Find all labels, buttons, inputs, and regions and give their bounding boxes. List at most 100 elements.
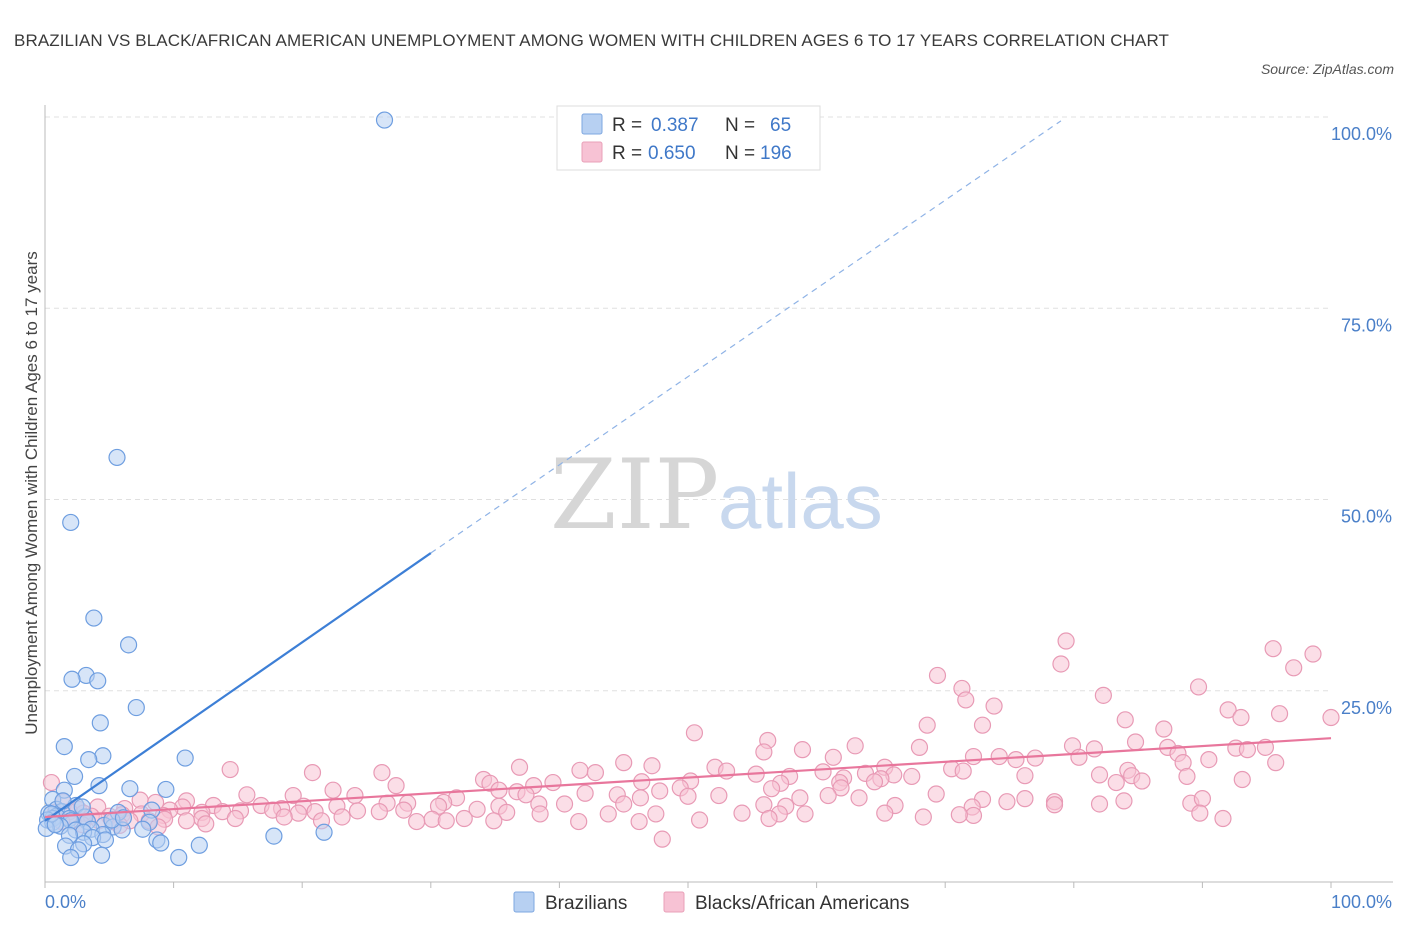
brazilians-point-13: [176, 749, 194, 767]
y-tick-label-3: 100.0%: [1331, 124, 1392, 144]
blacks-point-69: [544, 773, 562, 792]
blacks-point-23: [910, 738, 929, 756]
x-tick-label-0: 0.0%: [45, 892, 86, 912]
blacks-point-107: [346, 786, 364, 805]
brazilians-point-57: [265, 827, 283, 845]
blacks-point-104: [998, 793, 1016, 811]
blacks-point-31: [755, 743, 773, 761]
legend-n-value-1: 65: [770, 115, 791, 136]
x-tick-label-1: 100.0%: [1331, 892, 1392, 912]
blacks-point-22: [846, 737, 864, 755]
blacks-point-60: [865, 773, 884, 791]
blacks-point-42: [1267, 754, 1285, 772]
blacks-point-193: [1214, 809, 1232, 828]
blacks-point-168: [333, 808, 351, 826]
y-tick-label-0: 25.0%: [1341, 698, 1392, 718]
legend-n-value-2: 196: [760, 143, 792, 164]
blacks-point-47: [510, 758, 529, 776]
blacks-point-33: [824, 748, 842, 766]
brazilians-point-40: [134, 820, 152, 838]
blacks-point-100: [1115, 792, 1133, 810]
blacks-point-156: [468, 800, 486, 818]
blacks-point-62: [1016, 767, 1034, 785]
legend-r-value-2: 0.650: [648, 143, 696, 164]
brazilians-point-16: [121, 780, 139, 798]
blacks-point-92: [679, 787, 697, 805]
blacks-point-126: [1191, 804, 1209, 822]
blacks-point-0: [1057, 632, 1075, 650]
brazilians-point-1: [108, 448, 126, 467]
axes: [44, 105, 1393, 888]
watermark-zip: ZIP: [550, 439, 719, 551]
brazilians-point-64: [46, 816, 64, 834]
blacks-point-164: [876, 804, 894, 822]
blacks-point-85: [651, 782, 669, 800]
blacks-point-98: [1016, 790, 1034, 808]
blacks-point-4: [1285, 659, 1303, 677]
blacks-point-167: [423, 810, 441, 828]
brazilians-point-2: [62, 513, 80, 532]
blacks-point-9: [957, 691, 975, 709]
brazilians-point-7: [89, 672, 107, 690]
legend-label-blacks: Blacks/African Americans: [695, 893, 909, 914]
brazilians-point-11: [94, 747, 112, 765]
brazilians-point-14: [65, 767, 84, 786]
blacks-point-190: [690, 811, 709, 829]
trend-lines: [44, 120, 1332, 822]
blacks-point-157: [498, 803, 516, 821]
legend-swatch-pink: [581, 141, 603, 163]
series-legend: Brazilians Blacks/African Americans: [513, 891, 909, 914]
watermark: ZIP atlas: [550, 439, 883, 551]
blacks-point-28: [793, 741, 812, 759]
brazilians-point-6: [63, 670, 81, 688]
brazilians-point-55: [92, 846, 111, 864]
blacks-point-41: [1200, 750, 1218, 769]
legend-r-label-1: R =: [612, 115, 642, 136]
brazilians-point-0: [375, 111, 394, 129]
brazilians-point-62: [114, 809, 133, 827]
y-tick-label-2: 75.0%: [1341, 315, 1392, 335]
blacks-point-38: [1007, 750, 1025, 769]
brazilians-trend-line: [44, 552, 432, 822]
blacks-point-186: [437, 812, 455, 830]
blacks-point-108: [284, 786, 302, 805]
blacks-point-102: [1193, 790, 1212, 808]
blacks-point-50: [717, 762, 736, 780]
brazilians-point-56: [170, 848, 188, 867]
blacks-point-7: [1189, 678, 1208, 696]
chart-title: BRAZILIAN VS BLACK/AFRICAN AMERICAN UNEM…: [14, 31, 1170, 50]
blacks-point-160: [647, 805, 665, 823]
blacks-point-185: [408, 812, 426, 831]
correlation-legend: R = 0.387 N = 65 R = 0.650 N = 196: [556, 105, 821, 171]
blacks-point-170: [275, 808, 293, 826]
brazilians-point-12: [80, 750, 98, 769]
blacks-point-163: [796, 805, 814, 823]
blacks-point-61: [954, 762, 972, 780]
blacks-point-40: [615, 754, 633, 772]
blacks-point-109: [238, 786, 256, 804]
brazilians-point-10: [55, 737, 73, 756]
blacks-point-158: [531, 805, 549, 823]
tick-labels: 25.0% 50.0% 75.0% 100.0% 0.0% 100.0%: [45, 124, 1392, 912]
blacks-point-105: [850, 789, 868, 807]
blacks-point-91: [631, 789, 650, 807]
blacks-point-68: [1090, 766, 1109, 784]
blacks-point-194: [653, 830, 671, 848]
blacks-point-3: [1052, 655, 1070, 673]
blacks-point-12: [1270, 705, 1289, 723]
brazilians-point-3: [85, 609, 103, 627]
brazilians-point-47: [96, 831, 115, 849]
blacks-point-171: [226, 809, 244, 828]
brazilians-point-4: [119, 636, 138, 654]
brazilians-point-50: [152, 834, 170, 852]
source-label: Source: ZipAtlas.com: [1260, 61, 1394, 77]
brazilians-point-63: [73, 798, 91, 816]
blacks-point-120: [615, 795, 633, 813]
brazilians-point-60: [54, 792, 72, 810]
blacks-point-16: [918, 716, 936, 734]
blacks-point-34: [990, 747, 1008, 766]
blacks-point-1: [1264, 640, 1282, 658]
blacks-point-166: [455, 809, 473, 828]
blacks-point-13: [1232, 708, 1250, 727]
